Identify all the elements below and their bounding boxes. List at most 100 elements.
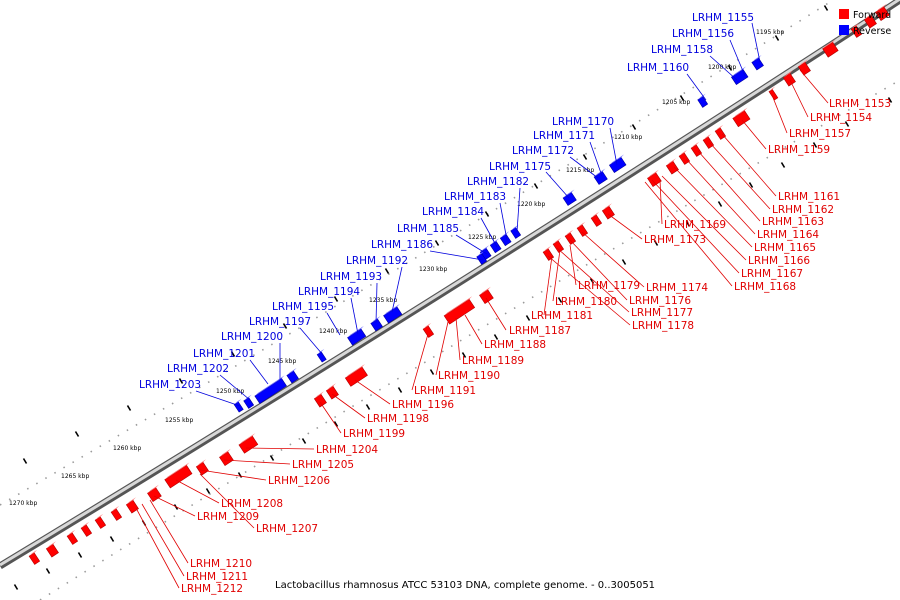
gene-label[interactable]: LRHM_1162 [772, 204, 834, 216]
reverse-gene-block[interactable] [697, 96, 709, 108]
reverse-gene-block[interactable] [489, 240, 502, 254]
reverse-gene-block-top-face [510, 224, 519, 231]
gene-label[interactable]: LRHM_1194 [298, 286, 360, 298]
gene-label[interactable]: LRHM_1200 [221, 331, 283, 343]
reverse-leader-line [195, 390, 241, 407]
gene-label[interactable]: LRHM_1168 [734, 281, 796, 293]
gene-label[interactable]: LRHM_1183 [444, 191, 506, 203]
gene-label[interactable]: LRHM_1174 [646, 282, 708, 294]
gene-label[interactable]: LRHM_1204 [316, 444, 378, 456]
gene-label[interactable]: LRHM_1211 [186, 571, 248, 583]
gene-label[interactable]: LRHM_1156 [672, 28, 734, 40]
gene-label[interactable]: LRHM_1185 [397, 223, 459, 235]
gene-label[interactable]: LRHM_1171 [533, 130, 595, 142]
forward-gene-block[interactable] [313, 393, 327, 408]
gene-label[interactable]: LRHM_1212 [181, 583, 243, 595]
gene-label[interactable]: LRHM_1190 [438, 370, 500, 382]
gene-label[interactable]: LRHM_1191 [414, 385, 476, 397]
gene-label[interactable]: LRHM_1177 [631, 307, 693, 319]
forward-gene-block[interactable] [147, 487, 162, 503]
gene-label[interactable]: LRHM_1154 [810, 112, 872, 124]
major-tick-mark [333, 296, 339, 302]
major-tick-mark [178, 378, 184, 384]
gene-label[interactable]: LRHM_1166 [748, 255, 810, 267]
gene-label[interactable]: LRHM_1153 [829, 98, 891, 110]
forward-gene-block[interactable] [325, 385, 339, 400]
forward-gene-block[interactable] [850, 25, 863, 38]
reverse-leader-line [455, 234, 488, 255]
gene-label[interactable]: LRHM_1172 [512, 145, 574, 157]
gene-label[interactable]: LRHM_1165 [754, 242, 816, 254]
forward-gene-block[interactable] [238, 435, 259, 454]
forward-gene-block[interactable] [665, 160, 679, 175]
forward-gene-block[interactable] [732, 110, 751, 128]
gene-label[interactable]: LRHM_1182 [467, 176, 529, 188]
tick-label: 1215 kbp [566, 167, 594, 174]
gene-label[interactable]: LRHM_1205 [292, 459, 354, 471]
gene-label[interactable]: LRHM_1181 [531, 310, 593, 322]
gene-label[interactable]: LRHM_1163 [762, 216, 824, 228]
gene-label[interactable]: LRHM_1184 [422, 206, 484, 218]
gene-label[interactable]: LRHM_1195 [272, 301, 334, 313]
reverse-gene-block[interactable] [243, 397, 255, 409]
gene-label[interactable]: LRHM_1178 [632, 320, 694, 332]
gene-label[interactable]: LRHM_1164 [757, 229, 819, 241]
gene-label[interactable]: LRHM_1197 [249, 316, 311, 328]
forward-gene-block[interactable] [45, 543, 59, 558]
gene-label[interactable]: LRHM_1206 [268, 475, 330, 487]
gene-label[interactable]: LRHM_1198 [367, 413, 429, 425]
gene-label[interactable]: LRHM_1188 [484, 339, 546, 351]
gene-label[interactable]: LRHM_1192 [346, 255, 408, 267]
gene-label[interactable]: LRHM_1196 [392, 399, 454, 411]
reverse-gene-block[interactable] [499, 233, 512, 247]
gene-label[interactable]: LRHM_1186 [371, 239, 433, 251]
forward-gene-block[interactable] [219, 451, 234, 467]
gene-label[interactable]: LRHM_1176 [629, 295, 691, 307]
major-tick-mark [429, 369, 435, 375]
forward-leader-line [455, 317, 461, 361]
forward-gene-block[interactable] [28, 552, 41, 565]
gene-label[interactable]: LRHM_1179 [578, 280, 640, 292]
reverse-gene-block[interactable] [370, 318, 383, 332]
forward-gene-block[interactable] [125, 499, 139, 514]
tick-label: 1240 kbp [319, 328, 347, 335]
reverse-gene-block[interactable] [751, 57, 764, 71]
reverse-gene-block[interactable] [510, 227, 522, 239]
gene-label[interactable]: LRHM_1202 [167, 363, 229, 375]
reverse-gene-block[interactable] [254, 378, 287, 404]
gene-label[interactable]: LRHM_1157 [789, 128, 851, 140]
reverse-gene-block-top-face [234, 398, 242, 405]
reverse-leader-line [589, 141, 603, 177]
gene-label[interactable]: LRHM_1187 [509, 325, 571, 337]
reverse-gene-block[interactable] [608, 156, 627, 174]
gene-label[interactable]: LRHM_1169 [664, 219, 726, 231]
gene-label[interactable]: LRHM_1189 [462, 355, 524, 367]
gene-label[interactable]: LRHM_1209 [197, 511, 259, 523]
reverse-gene-block[interactable] [316, 351, 327, 363]
forward-gene-block[interactable] [647, 172, 662, 188]
forward-gene-block[interactable] [479, 289, 494, 305]
gene-label[interactable]: LRHM_1170 [552, 116, 614, 128]
gene-label[interactable]: LRHM_1201 [193, 348, 255, 360]
gene-label[interactable]: LRHM_1173 [644, 234, 706, 246]
gene-label[interactable]: LRHM_1158 [651, 44, 713, 56]
gene-label[interactable]: LRHM_1199 [343, 428, 405, 440]
gene-label[interactable]: LRHM_1160 [627, 62, 689, 74]
gene-label[interactable]: LRHM_1161 [778, 191, 840, 203]
gene-label[interactable]: LRHM_1210 [190, 558, 252, 570]
forward-gene-block-top-face [147, 484, 159, 494]
gene-label[interactable]: LRHM_1203 [139, 379, 201, 391]
reverse-gene-block[interactable] [286, 370, 299, 384]
gene-label[interactable]: LRHM_1155 [692, 12, 754, 24]
forward-gene-block[interactable] [195, 461, 209, 476]
forward-gene-block[interactable] [443, 298, 476, 325]
gene-label[interactable]: LRHM_1208 [221, 498, 283, 510]
gene-label[interactable]: LRHM_1175 [489, 161, 551, 173]
gene-label[interactable]: LRHM_1193 [320, 271, 382, 283]
reverse-gene-block[interactable] [562, 192, 577, 206]
gene-label[interactable]: LRHM_1167 [741, 268, 803, 280]
gene-label[interactable]: LRHM_1159 [768, 144, 830, 156]
forward-gene-block[interactable] [422, 325, 435, 338]
gene-label[interactable]: LRHM_1207 [256, 523, 318, 535]
gene-label[interactable]: LRHM_1180 [555, 296, 617, 308]
